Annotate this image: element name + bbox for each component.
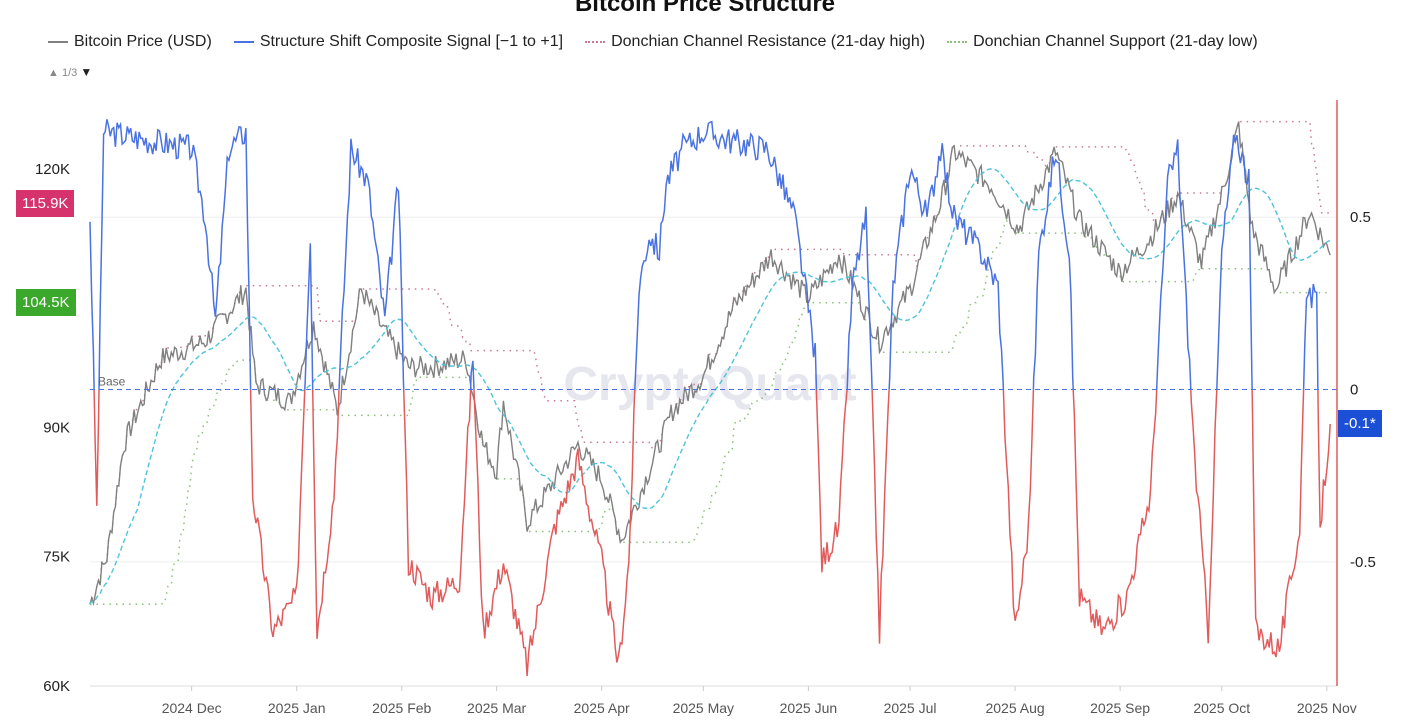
signal-negative-segment (311, 389, 340, 639)
left-tick-label: 75K (43, 549, 70, 566)
signal-negative-segment (1317, 389, 1331, 528)
legend-label: Donchian Channel Resistance (21-day high… (611, 33, 926, 50)
signal-negative-segment (815, 389, 848, 573)
legend-pager: ▲ 1/3 ▼ (48, 65, 92, 79)
price-line (89, 121, 1331, 606)
x-tick-label: 2025 Mar (467, 700, 526, 716)
signal-negative-segment (1190, 389, 1218, 644)
base-label: Base (98, 375, 126, 389)
signal-positive-segment (338, 138, 405, 390)
legend-label: Structure Shift Composite Signal [−1 to … (259, 33, 564, 50)
legend-label: Donchian Channel Support (21-day low) (973, 33, 1258, 50)
chart-title: Bitcoin Price Structure (574, 0, 836, 17)
signal-positive-segment (1032, 156, 1074, 390)
signal-positive-segment (634, 120, 818, 390)
legend-item-resistance[interactable]: Donchian Channel Resistance (21-day high… (585, 33, 925, 51)
signal-negative-segment (871, 389, 890, 644)
signal-positive-segment (1302, 283, 1319, 390)
moving-average-line (89, 168, 1331, 605)
signal-positive-segment (888, 143, 1005, 390)
support-line (90, 217, 1331, 606)
pager-down-icon[interactable]: ▼ (80, 65, 93, 79)
legend-item-signal[interactable]: Structure Shift Composite Signal [−1 to … (233, 33, 564, 51)
price-marker-badge: 115.9K (16, 190, 75, 218)
legend-swatch (233, 41, 254, 43)
signal-negative-segment (473, 389, 636, 676)
pager-up-icon[interactable]: ▲ (48, 67, 59, 79)
legend-item-price[interactable]: Bitcoin Price (USD) (48, 33, 212, 51)
right-tick-label: 0.5 (1350, 209, 1371, 226)
right-tick-label: 0 (1350, 382, 1358, 399)
signal-positive-segment (846, 206, 873, 390)
signal-negative-segment (402, 389, 472, 612)
x-tick-label: 2024 Dec (162, 700, 222, 716)
x-tick-label: 2025 Jul (884, 700, 937, 716)
signal-positive-segment (1155, 139, 1192, 390)
signal-positive-segment (89, 221, 95, 390)
x-tick-label: 2025 Nov (1297, 700, 1357, 716)
legend-item-support[interactable]: Donchian Channel Support (21-day low) (947, 33, 1258, 51)
signal-negative-segment (93, 389, 100, 506)
resistance-line (89, 120, 1331, 605)
x-tick-label: 2025 May (673, 700, 734, 716)
x-tick-label: 2025 Jan (268, 700, 326, 716)
legend-swatch (585, 41, 606, 43)
signal-negative-segment (1251, 389, 1305, 658)
x-tick-label: 2025 Jun (780, 700, 838, 716)
legend-swatch (947, 41, 968, 43)
signal-positive-segment (98, 119, 252, 390)
signal-negative-segment (249, 389, 306, 638)
legend-label: Bitcoin Price (USD) (74, 33, 212, 50)
signal-negative-segment (1072, 389, 1158, 636)
legend: Bitcoin Price (USD) Structure Shift Comp… (48, 33, 1258, 51)
x-tick-label: 2025 Aug (985, 700, 1044, 716)
signal-positive-segment (469, 360, 475, 390)
signal-positive-segment (1216, 134, 1253, 390)
x-tick-label: 2025 Feb (372, 700, 431, 716)
x-tick-label: 2025 Apr (574, 700, 630, 716)
pager-label: 1/3 (61, 67, 78, 79)
x-tick-label: 2025 Oct (1193, 700, 1250, 716)
x-tick-label: 2025 Sep (1090, 700, 1150, 716)
right-tick-label: -0.5 (1350, 554, 1376, 571)
left-tick-label: 120K (35, 161, 70, 178)
legend-swatch (48, 41, 68, 43)
support-marker-badge: 104.5K (16, 288, 76, 316)
left-tick-label: 90K (43, 419, 70, 436)
signal-marker-badge: -0.1* (1338, 410, 1382, 438)
left-tick-label: 60K (43, 678, 70, 695)
signal-negative-segment (1002, 389, 1035, 621)
signal-positive-segment (304, 243, 314, 390)
